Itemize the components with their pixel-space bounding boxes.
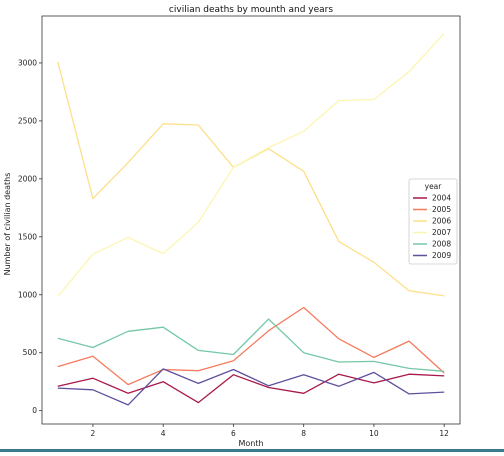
legend: year 2004 2005 2006 2007 2008 2009	[408, 178, 458, 265]
y-tick-label: 500	[23, 348, 38, 357]
legend-label-2008: 2008	[432, 240, 451, 249]
series-line-2007	[57, 32, 445, 297]
y-tick-label: 2000	[18, 174, 37, 183]
series-line-2008	[57, 318, 445, 372]
x-axis-label: Month	[238, 439, 263, 448]
y-tick-label: 1000	[18, 290, 37, 299]
y-axis-label: Number of civilian deaths	[3, 173, 12, 276]
x-tick-label: 12	[439, 429, 449, 438]
legend-label-2007: 2007	[432, 228, 451, 237]
legend-label-2004: 2004	[432, 194, 451, 203]
x-tick-label: 6	[231, 429, 236, 438]
series-line-2009	[57, 368, 445, 406]
y-tick-label: 2500	[18, 116, 37, 125]
y-tick-label: 1500	[18, 232, 37, 241]
series-line-2005	[57, 306, 445, 386]
chart-title: civilian deaths by mounth and years	[169, 5, 333, 15]
x-tick-label: 2	[91, 429, 96, 438]
y-tick-label: 0	[32, 406, 37, 415]
plot-frame	[41, 15, 461, 425]
x-tick-label: 4	[161, 429, 166, 438]
bottom-divider	[0, 449, 504, 452]
legend-box	[408, 178, 458, 265]
series-line-2004	[57, 373, 445, 404]
x-tick-label: 10	[369, 429, 379, 438]
legend-label-2005: 2005	[432, 205, 451, 214]
series-line-2006	[57, 61, 445, 297]
legend-title: year	[425, 182, 443, 191]
x-tick-label: 8	[301, 429, 306, 438]
legend-label-2006: 2006	[432, 217, 451, 226]
plot-area: 2 4 6 8 10 12 0 500 1000 1500 2000 2500 3000 year 2004…	[18, 15, 461, 438]
y-tick-label: 3000	[18, 58, 37, 67]
legend-label-2009: 2009	[432, 251, 451, 260]
